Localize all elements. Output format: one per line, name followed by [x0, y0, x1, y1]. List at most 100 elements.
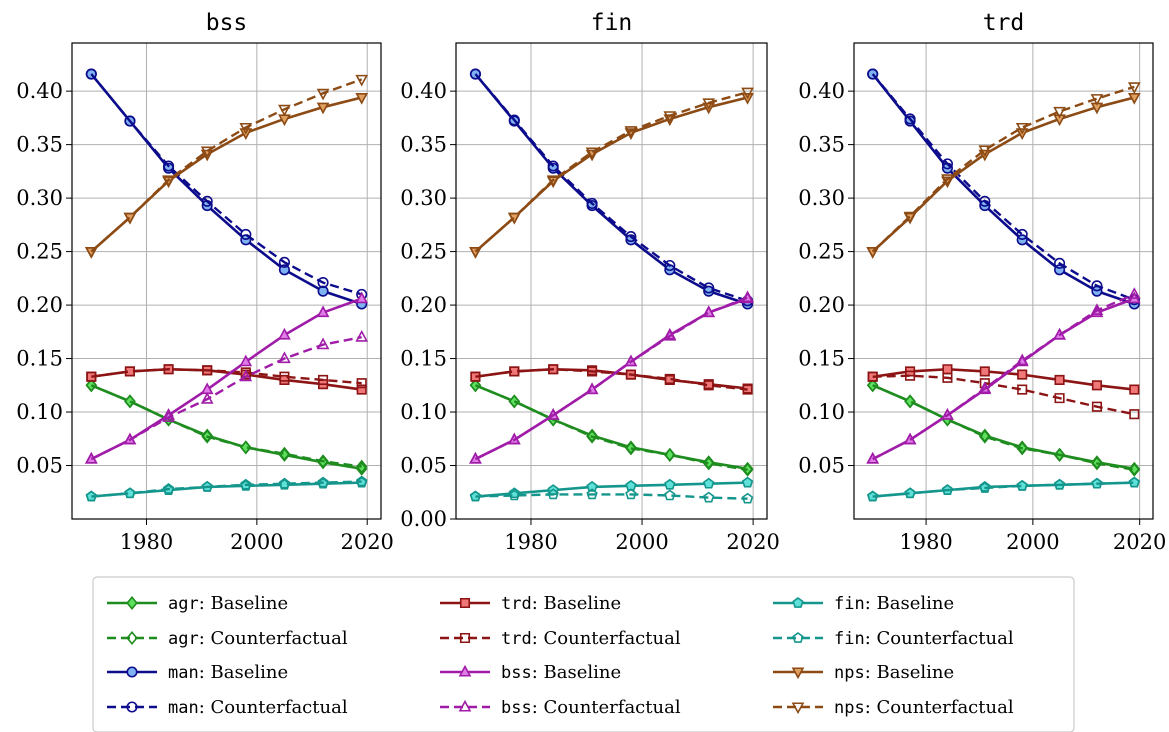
legend-sector-code: bss: [501, 698, 532, 718]
legend-frame: [92, 576, 1075, 732]
data-point: [239, 369, 253, 382]
axes-frame: [853, 42, 1154, 520]
series-line: [90, 73, 363, 296]
series-line: [90, 384, 362, 468]
x-tick-label: 1980: [899, 530, 952, 554]
legend-marker: [126, 666, 138, 678]
data-point: [355, 74, 369, 87]
data-point: [163, 364, 174, 375]
data-point: [1053, 106, 1066, 119]
data-point: [546, 408, 560, 420]
axes-frame: [455, 42, 768, 520]
data-point: [317, 454, 329, 469]
data-point: [507, 212, 521, 225]
data-point: [742, 384, 753, 395]
data-point: [1015, 122, 1029, 135]
data-point: [355, 291, 369, 304]
series-bss-counterfactual: [84, 329, 369, 464]
legend-sector-code: man: [168, 698, 199, 718]
series-line: [474, 296, 748, 461]
series-line: [90, 335, 362, 461]
legend-scenario: : Baseline: [865, 593, 954, 614]
data-point: [664, 489, 676, 501]
series-line: [91, 480, 362, 498]
data-point: [200, 146, 214, 159]
data-point: [702, 98, 716, 111]
legend-label: agr: Counterfactual: [168, 628, 348, 649]
series-line: [475, 493, 748, 500]
y-tick-label: 0.25: [798, 240, 845, 264]
data-point: [664, 447, 676, 462]
data-point: [866, 451, 880, 464]
data-point: [1054, 393, 1065, 404]
legend-label: nps: Counterfactual: [834, 697, 1014, 718]
series-line: [872, 293, 1135, 461]
series-line: [872, 367, 1135, 391]
data-point: [123, 212, 137, 225]
x-tick-label: 2020: [340, 530, 393, 554]
data-point: [355, 93, 369, 105]
data-point: [1127, 287, 1141, 299]
data-point: [1017, 369, 1028, 380]
data-point: [85, 490, 98, 502]
legend-sector-code: agr: [168, 594, 199, 614]
data-point: [1091, 380, 1102, 391]
legend-entry-bss-counterfactual: bss: Counterfactual: [440, 697, 681, 718]
data-point: [1091, 280, 1103, 292]
data-point: [547, 160, 559, 172]
panel-title: bss: [206, 10, 248, 36]
series-trd-counterfactual: [867, 370, 1140, 420]
y-tick-label: 0.05: [400, 454, 447, 478]
legend-scenario: : Counterfactual: [532, 628, 681, 649]
data-point: [702, 477, 715, 489]
legend-sector-code: agr: [168, 629, 199, 649]
series-line: [872, 481, 1135, 498]
series-bss-counterfactual: [469, 290, 754, 464]
legend-entry-agr-counterfactual: agr: Counterfactual: [107, 628, 348, 649]
data-point: [278, 104, 291, 117]
data-point: [1015, 353, 1029, 366]
legend-label: agr: Baseline: [168, 593, 288, 614]
data-point: [84, 247, 98, 259]
data-point: [278, 351, 291, 364]
legend-label: man: Counterfactual: [168, 697, 348, 718]
legend-scenario: : Counterfactual: [199, 697, 348, 718]
axes-frame: [71, 42, 382, 520]
data-point: [586, 480, 598, 492]
data-point: [867, 68, 879, 80]
data-point: [1091, 477, 1103, 489]
data-point: [625, 488, 637, 500]
legend-entry-man-baseline: man: Baseline: [107, 662, 288, 683]
data-point: [201, 480, 213, 492]
y-tick-label: 0.40: [400, 79, 447, 103]
series-nps-counterfactual: [866, 82, 1141, 259]
data-point: [586, 429, 598, 444]
series-line: [872, 384, 1135, 471]
y-tick-label: 0.35: [798, 133, 845, 157]
legend-marker: [791, 702, 805, 715]
data-point: [1128, 476, 1141, 488]
data-point: [201, 195, 213, 207]
data-point: [703, 285, 715, 297]
y-tick-label: 0.35: [400, 133, 447, 157]
data-point: [664, 259, 676, 272]
y-tick-label: 0.25: [16, 240, 63, 264]
series-line: [872, 374, 1135, 416]
data-point: [1128, 462, 1141, 477]
legend-scenario: : Counterfactual: [865, 697, 1014, 718]
data-point: [508, 489, 521, 501]
series-line: [871, 85, 1135, 253]
data-point: [316, 102, 330, 115]
series-fin-counterfactual: [469, 488, 754, 504]
data-point: [979, 195, 991, 207]
legend-sector-code: nps: [834, 698, 865, 718]
series-trd-baseline: [86, 364, 367, 395]
data-point: [1017, 384, 1028, 395]
y-tick-label: 0.05: [16, 454, 63, 478]
legend-label: fin: Baseline: [834, 593, 954, 614]
data-point: [1091, 401, 1102, 412]
series-agr-counterfactual: [469, 378, 754, 477]
data-point: [84, 451, 98, 464]
data-point: [703, 282, 715, 294]
